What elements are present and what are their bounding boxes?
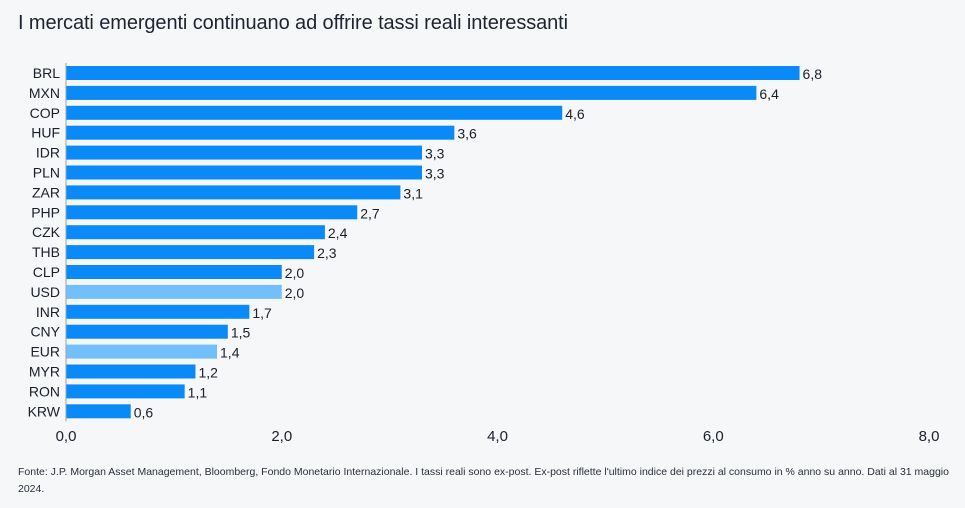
category-label-brl: BRL [33, 65, 60, 81]
category-label-myr: MYR [29, 364, 60, 380]
x-axis: 0,0 2,0 4,0 6,0 8,0 [56, 63, 940, 445]
value-label-zar: 3,1 [403, 185, 423, 201]
bar-krw [66, 404, 131, 419]
bar-myr [66, 364, 196, 379]
bar-inr [66, 304, 250, 319]
category-label-czk: CZK [32, 224, 61, 240]
category-label-clp: CLP [33, 264, 60, 280]
value-label-pln: 3,3 [425, 166, 445, 182]
x-tick-label: 4,0 [487, 428, 508, 445]
category-label-ron: RON [29, 383, 60, 399]
x-tick-label: 6,0 [703, 428, 724, 445]
category-label-usd: USD [30, 284, 60, 300]
value-label-usd: 2,0 [285, 285, 305, 301]
bar-chart: BRL 6,8 MXN 6,4 COP 4,6 HUF 3,6 IDR 3,3 PLN 3,3 ZAR 3… [28, 63, 940, 445]
source-footnote: Fonte: J.P. Morgan Asset Management, Blo… [18, 466, 949, 495]
value-label-cop: 4,6 [565, 106, 585, 122]
bar-clp [66, 265, 282, 279]
x-tick-label: 2,0 [271, 428, 292, 445]
x-tick-label: 8,0 [919, 428, 940, 445]
bar-czk [66, 225, 325, 240]
bar-usd [66, 284, 282, 299]
value-label-idr: 3,3 [425, 146, 445, 162]
category-label-pln: PLN [33, 165, 60, 181]
category-label-krw: KRW [28, 403, 61, 419]
value-label-mxn: 6,4 [759, 86, 779, 102]
value-label-eur: 1,4 [220, 345, 240, 361]
value-label-inr: 1,7 [252, 305, 272, 321]
value-label-ron: 1,1 [188, 384, 208, 400]
value-label-php: 2,7 [360, 205, 380, 221]
value-label-czk: 2,4 [328, 225, 348, 241]
bar-idr [66, 145, 422, 160]
bar-cop [66, 105, 563, 120]
category-label-zar: ZAR [32, 184, 60, 200]
bar-pln [66, 165, 422, 180]
value-label-brl: 6,8 [803, 66, 823, 82]
category-label-php: PHP [31, 204, 60, 220]
bar-cny [66, 324, 228, 339]
category-label-cny: CNY [30, 324, 60, 340]
category-label-cop: COP [30, 105, 60, 121]
x-tick-label: 0,0 [56, 428, 77, 445]
category-label-idr: IDR [36, 145, 60, 161]
bar-huf [66, 125, 455, 140]
value-label-krw: 0,6 [134, 404, 154, 420]
bar-thb [66, 245, 315, 260]
value-label-cny: 1,5 [231, 325, 251, 341]
category-label-eur: EUR [30, 344, 60, 360]
category-label-inr: INR [36, 304, 60, 320]
bar-php [66, 205, 358, 220]
bar-zar [66, 185, 401, 200]
bar-brl [66, 66, 800, 80]
bar-ron [66, 384, 185, 399]
bar-mxn [66, 85, 757, 100]
category-label-huf: HUF [31, 125, 60, 141]
category-label-mxn: MXN [29, 85, 60, 101]
value-label-clp: 2,0 [285, 265, 305, 281]
chart-title: I mercati emergenti continuano ad offrir… [18, 12, 568, 34]
category-label-thb: THB [32, 244, 60, 260]
bar-eur [66, 344, 218, 359]
value-label-huf: 3,6 [457, 126, 477, 142]
value-label-thb: 2,3 [317, 245, 337, 261]
value-label-myr: 1,2 [198, 365, 218, 381]
bars-layer: BRL 6,8 MXN 6,4 COP 4,6 HUF 3,6 IDR 3,3 PLN 3,3 ZAR 3… [28, 65, 823, 420]
